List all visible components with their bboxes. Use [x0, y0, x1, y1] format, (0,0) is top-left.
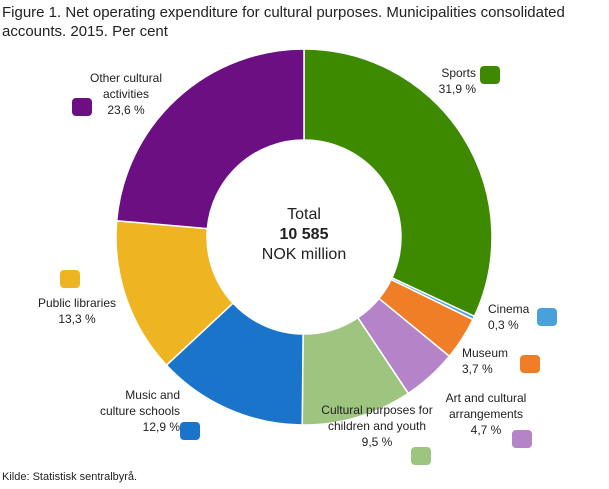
icon	[512, 430, 532, 448]
source: Kilde: Statistisk sentralbyrå.	[2, 471, 138, 483]
center-line: Total	[287, 206, 321, 223]
icon	[480, 66, 500, 84]
segment-label: Other cultural activities 23,6 %	[76, 70, 176, 118]
segment-label: Sports 31,9 %	[400, 65, 476, 97]
category-name: Museum	[462, 346, 509, 360]
category-name: Other cultural activities	[89, 71, 163, 101]
value-label: 9,5 %	[361, 435, 393, 449]
value-label: 0,3 %	[488, 318, 519, 332]
category-name: Music and culture schools	[99, 388, 180, 418]
category-name: Art and cultural arrangements	[445, 391, 527, 421]
icon	[537, 308, 557, 326]
segment-label: Art and cultural arrangements 4,7 %	[434, 390, 538, 438]
category-name: Cinema	[488, 302, 530, 316]
icon	[411, 447, 431, 465]
segment-label: Cinema 0,3 %	[488, 301, 548, 333]
value-label: 13,3 %	[58, 312, 96, 326]
icon	[72, 98, 92, 116]
segment-label: Music and culture schools 12,9 %	[88, 387, 180, 435]
category-name: Sports	[441, 66, 476, 80]
chart-title: Figure 1. Net operating expenditure for …	[2, 4, 565, 40]
center-line: 10 585	[279, 226, 329, 243]
icon	[180, 422, 200, 440]
segment-label: Public libraries 13,3 %	[22, 295, 132, 327]
value-label: 31,9 %	[438, 82, 476, 96]
segment-label: Museum 3,7 %	[462, 345, 532, 377]
donut-segment	[303, 48, 493, 318]
icon	[520, 355, 540, 373]
center-text: Total 10 585 NOK million	[224, 205, 384, 265]
value-label: 12,9 %	[142, 420, 180, 434]
value-label: 3,7 %	[462, 362, 493, 376]
center-line: NOK million	[261, 246, 347, 263]
segment-label: Cultural purposes for children and youth…	[312, 402, 442, 450]
icon	[60, 270, 80, 288]
value-label: 23,6 %	[107, 103, 145, 117]
category-name: Public libraries	[37, 296, 117, 310]
category-name: Cultural purposes for children and youth	[321, 403, 433, 433]
donut-segment	[115, 48, 305, 230]
value-label: 4,7 %	[470, 423, 502, 437]
